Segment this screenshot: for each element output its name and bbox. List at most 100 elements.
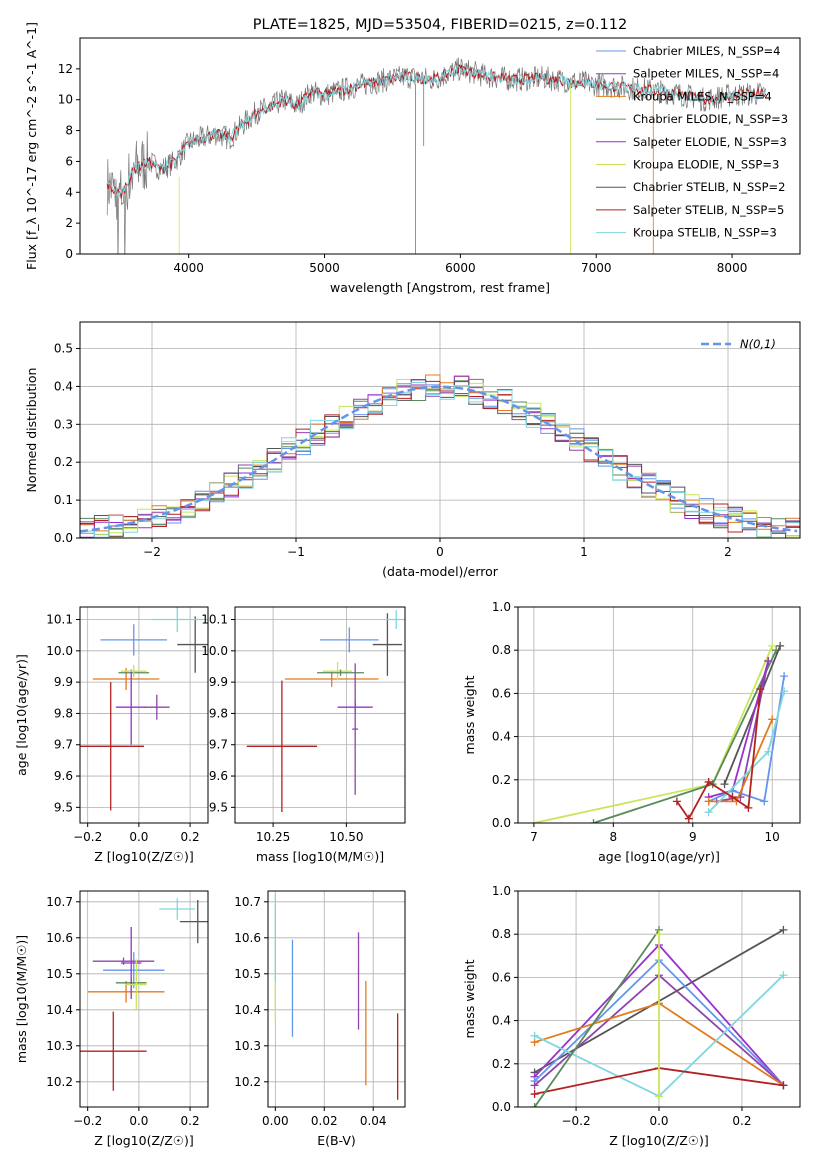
x-tick-label: 10.25	[256, 830, 290, 844]
legend-entry: Kroupa ELODIE, N_SSP=3	[633, 158, 779, 172]
error-bars	[274, 894, 399, 1100]
y-tick-label: 10.6	[46, 931, 73, 945]
x-tick-label: 0	[436, 545, 444, 559]
weight-marker	[780, 672, 789, 681]
weight-marker	[530, 1031, 539, 1040]
y-axis-label: mass weight	[462, 675, 477, 754]
y-tick-label: 6	[65, 154, 73, 168]
plot-frame	[79, 606, 209, 824]
x-axis-label: Z [log10(Z/Z☉)]	[609, 1133, 709, 1148]
age_vs_mass-panel: 10.25 10.50 9.5 9.6 9.7 9.8 9.9 10.0 10.1 mass [l…	[201, 606, 406, 864]
age_vs_Z-panel: −0.2 0.0 0.2 9.5 9.6 9.7 9.8 9.9 10.0 10.1 Z [log1…	[14, 606, 209, 864]
weight-lines	[529, 641, 789, 823]
y-tick-label: 0.0	[492, 1100, 511, 1114]
y-tick-label: 10	[58, 93, 73, 107]
y-tick-label: 0	[65, 247, 73, 261]
y-tick-label: 8	[65, 124, 73, 138]
panels: 4000 5000 6000 7000 8000024681012wavelength …	[14, 22, 801, 1148]
legend-entry: Chabrier STELIB, N_SSP=2	[633, 180, 785, 194]
histogram-steps	[80, 374, 800, 538]
y-tick-label: 0.3	[54, 417, 73, 431]
y-tick-label: 10.3	[46, 1039, 73, 1053]
weight-marker	[779, 971, 788, 980]
spectrum-model-line	[106, 65, 767, 198]
weight-marker	[589, 819, 598, 823]
y-tick-label: 0.0	[492, 816, 511, 830]
y-axis-label: Normed distribution	[24, 368, 39, 493]
y-tick-label: 1.0	[492, 600, 511, 614]
plot-frame	[79, 321, 801, 539]
spectrum-panel: 4000 5000 6000 7000 8000 0 2 4 6 8 10 12 wavelength …	[24, 22, 801, 295]
weight-series-line	[533, 929, 660, 1107]
y-tick-label: 12	[58, 62, 73, 76]
y-tick-label: 0.4	[54, 379, 73, 393]
error-bars	[80, 898, 208, 1091]
weight-marker	[779, 1081, 788, 1090]
y-tick-label: 9.8	[209, 706, 228, 720]
x-tick-label: 7000	[581, 261, 612, 275]
plot-frame	[267, 890, 406, 1108]
weight-marker	[530, 1090, 539, 1099]
y-tick-label: 9.5	[54, 800, 73, 814]
y-tick-label: 9.7	[209, 738, 228, 752]
y-tick-label: 2	[65, 216, 73, 230]
y-tick-label: 0.5	[54, 342, 73, 356]
y-axis-label: mass weight	[462, 959, 477, 1038]
y-tick-label: 0.2	[54, 455, 73, 469]
x-tick-label: 7	[530, 830, 538, 844]
y-axis-label: mass [log10(M/M☉)]	[14, 935, 29, 1063]
weight-series-line	[723, 645, 781, 785]
x-tick-label: −0.2	[73, 1114, 102, 1128]
y-tick-label: 10.5	[234, 967, 261, 981]
weight-marker	[744, 803, 753, 812]
y-tick-label: 0.4	[492, 730, 511, 744]
x-tick-label: 0.2	[732, 1114, 751, 1128]
weight-marker	[768, 715, 777, 724]
weight-marker	[655, 930, 663, 939]
y-tick-label: 10.7	[46, 895, 73, 909]
y-tick-label: 9.5	[209, 800, 228, 814]
y-tick-label: 10.4	[234, 1003, 261, 1017]
x-tick-label: −0.2	[561, 1114, 590, 1128]
y-tick-label: 0.1	[54, 493, 73, 507]
legend-entry: Kroupa STELIB, N_SSP=3	[633, 226, 777, 240]
x-tick-label: 0.04	[360, 1114, 387, 1128]
y-tick-label: 0.8	[492, 927, 511, 941]
weight-marker	[728, 793, 737, 802]
weight-series-line	[676, 689, 762, 821]
weight_vs_age-panel: 7 8 9 10 0.0 0.2 0.4 0.6 0.8 1.0 age [log10(age/yr…	[462, 600, 801, 864]
legend-entry: N(0,1)	[740, 337, 776, 351]
y-tick-label: 4	[65, 185, 73, 199]
x-axis-label: age [log10(age/yr)]	[598, 849, 720, 864]
y-tick-label: 10.1	[46, 613, 73, 627]
x-axis-label: mass [log10(M/M☉)]	[256, 849, 384, 864]
x-tick-label: 1	[580, 545, 588, 559]
residuals-panel: −2 −1 0 1 2 0.0 0.1 0.2 0.3 0.4 0.5 (data-model)/er…	[24, 321, 801, 579]
x-axis-label: (data-model)/error	[382, 564, 499, 579]
x-tick-label: 6000	[445, 261, 476, 275]
spectrum-lines	[106, 57, 767, 254]
y-tick-label: 10.7	[234, 895, 261, 909]
histogram-series	[80, 382, 800, 538]
y-axis-label: Flux [f_λ 10^-17 erg cm^-2 s^-1 A^-1]	[24, 22, 39, 270]
y-tick-label: 0.6	[492, 686, 511, 700]
error-bars	[80, 607, 208, 811]
y-tick-label: 0.6	[492, 970, 511, 984]
y-tick-label: 10.0	[201, 644, 228, 658]
x-tick-label: 0.00	[262, 1114, 289, 1128]
y-tick-label: 0.2	[492, 773, 511, 787]
y-tick-label: 10.6	[234, 931, 261, 945]
x-tick-label: 10	[765, 830, 780, 844]
x-axis-label: Z [log10(Z/Z☉)]	[94, 1133, 194, 1148]
weight-marker	[756, 685, 765, 694]
weight-marker	[704, 808, 713, 817]
weight_vs_Z-panel: −0.2 0.0 0.2 0.0 0.2 0.4 0.6 0.8 1.0 Z [log10(Z/Z…	[462, 884, 801, 1148]
legend-entry: Salpeter ELODIE, N_SSP=3	[633, 135, 787, 149]
weight-marker	[720, 780, 729, 789]
mass_vs_Z-panel: −0.2 0.0 0.2 10.2 10.3 10.4 10.5 10.6 10.7 Z [log…	[14, 890, 209, 1148]
x-tick-label: 0.2	[181, 1114, 200, 1128]
weight-series-line	[708, 675, 785, 803]
x-tick-label: −2	[143, 545, 161, 559]
x-axis-label: E(B-V)	[317, 1133, 356, 1148]
